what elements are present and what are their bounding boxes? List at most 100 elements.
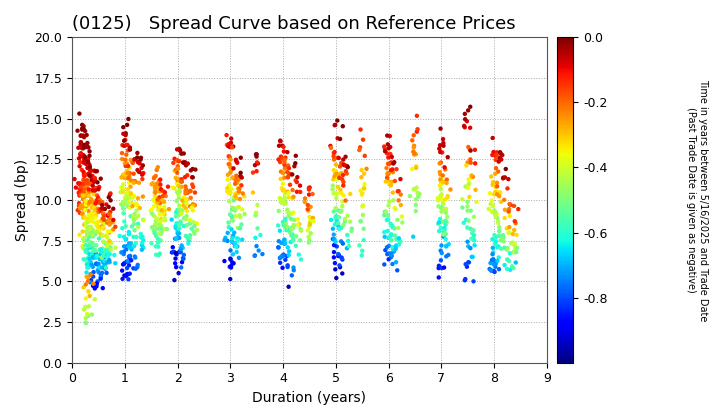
Point <box>73 231 85 238</box>
Point <box>146 207 158 213</box>
Point <box>435 204 446 211</box>
Point <box>274 255 286 262</box>
Point <box>225 135 237 142</box>
Point <box>436 242 447 249</box>
Point <box>333 226 345 233</box>
Point <box>128 193 140 199</box>
Point <box>292 216 304 223</box>
Point <box>441 243 452 249</box>
Point <box>462 203 473 210</box>
Point <box>184 217 196 223</box>
Point <box>466 254 477 260</box>
Point <box>509 245 521 252</box>
Point <box>186 204 197 211</box>
Point <box>279 240 291 247</box>
Point <box>82 165 94 171</box>
Point <box>413 193 424 200</box>
Point <box>493 224 505 231</box>
Point <box>188 219 199 226</box>
Point <box>105 246 117 253</box>
Point <box>459 124 470 131</box>
Point <box>279 223 291 230</box>
Point <box>91 192 103 199</box>
Point <box>329 221 341 228</box>
Point <box>438 164 450 171</box>
Point <box>84 179 95 186</box>
Point <box>91 281 102 288</box>
Point <box>308 218 320 225</box>
Point <box>382 171 393 178</box>
Point <box>124 144 135 151</box>
Point <box>128 217 140 224</box>
Point <box>83 234 94 241</box>
Point <box>463 181 474 188</box>
Point <box>137 162 148 169</box>
Point <box>231 179 243 186</box>
Point <box>88 211 99 218</box>
Point <box>178 150 189 157</box>
Point <box>189 230 200 237</box>
Point <box>95 276 107 282</box>
Point <box>343 243 355 249</box>
Point <box>486 208 498 215</box>
Point <box>392 217 403 223</box>
Point <box>255 232 266 239</box>
Point <box>487 202 498 209</box>
Point <box>75 141 86 148</box>
Point <box>289 217 300 223</box>
Point <box>467 254 479 260</box>
Point <box>251 243 262 249</box>
Point <box>294 189 306 195</box>
Point <box>282 244 294 251</box>
Point <box>393 188 405 194</box>
Point <box>304 184 315 191</box>
Point <box>379 145 391 152</box>
Point <box>410 208 421 215</box>
Point <box>129 227 140 234</box>
Point <box>88 191 99 198</box>
Point <box>81 182 92 189</box>
Point <box>408 142 420 149</box>
Point <box>81 229 93 236</box>
Point <box>485 260 496 266</box>
Point <box>282 206 293 213</box>
Point <box>155 237 166 244</box>
Point <box>80 320 91 326</box>
Point <box>276 185 287 192</box>
Point <box>490 213 501 220</box>
Point <box>354 242 365 249</box>
Point <box>332 184 343 190</box>
Point <box>282 174 294 181</box>
Point <box>174 230 185 237</box>
Point <box>125 240 137 247</box>
Point <box>384 220 396 227</box>
Point <box>159 207 171 214</box>
Point <box>383 234 395 241</box>
Point <box>169 235 181 242</box>
Point <box>498 232 509 239</box>
Point <box>91 168 103 174</box>
Point <box>132 154 143 161</box>
Point <box>230 243 242 250</box>
Point <box>508 249 520 256</box>
Point <box>230 172 242 179</box>
Point <box>409 150 420 157</box>
Point <box>461 162 472 169</box>
Point <box>171 188 183 195</box>
Point <box>227 174 238 181</box>
Point <box>465 226 477 232</box>
Point <box>85 262 96 269</box>
Point <box>115 189 127 195</box>
Point <box>117 171 129 178</box>
Point <box>174 206 186 213</box>
Point <box>274 142 285 149</box>
Point <box>102 250 114 257</box>
Point <box>121 192 132 199</box>
Point <box>94 184 105 190</box>
Point <box>170 225 181 231</box>
Point <box>336 207 347 214</box>
Point <box>273 207 284 214</box>
Point <box>328 249 340 255</box>
Point <box>485 201 497 207</box>
Point <box>460 183 472 190</box>
